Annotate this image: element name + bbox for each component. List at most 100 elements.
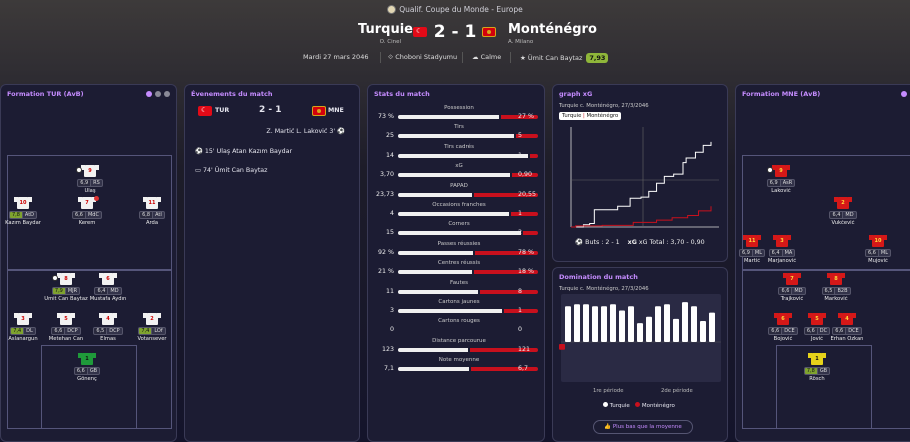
stat-home-bar xyxy=(398,192,473,197)
shirt-icon: 2 xyxy=(834,197,852,209)
stat-away-value: 27 % xyxy=(518,113,534,120)
stadium[interactable]: ⟐ Choboni Stadyumu xyxy=(388,53,458,61)
player-position: AtD xyxy=(22,211,38,219)
player-card[interactable]: 3 7,4 DL Aslanargun xyxy=(1,313,48,342)
domination-bar-home xyxy=(673,318,679,342)
player-card[interactable]: 2 7,4 LOf Votansever xyxy=(127,313,176,342)
ball-icon: ⚽ xyxy=(575,239,584,246)
event-item[interactable]: ▭ 74' Ümit Can Baytaz xyxy=(195,167,268,174)
player-card[interactable]: 9 6,9 RS Ulaş xyxy=(65,165,115,194)
star-icon: ★ xyxy=(520,54,528,62)
event-item[interactable]: ⚽ 15' Ulaş Atan Kazım Baydar xyxy=(195,148,293,155)
player-position: DCP xyxy=(107,327,123,335)
shirt-icon: 10 xyxy=(14,197,32,209)
player-position: MdC xyxy=(85,211,102,219)
match-header: Qualif. Coupe du Monde - Europe Turquie … xyxy=(0,0,910,80)
stat-label: Cartons jaunes xyxy=(438,299,480,305)
domination-bar-home xyxy=(592,306,598,342)
player-position: RS xyxy=(91,179,103,187)
player-card[interactable]: 1 7,8 GB Rösch xyxy=(792,353,842,382)
player-card[interactable]: 4 6,5 DCP Elmas xyxy=(83,313,133,342)
player-card[interactable]: 6 6,4 MD Mustafa Aydın xyxy=(83,273,133,302)
player-card[interactable]: 7 6,6 MD Trajković xyxy=(767,273,817,302)
domination-title: Domination du match xyxy=(559,273,638,281)
player-position: DL xyxy=(24,327,36,335)
shirt-icon: 4 xyxy=(838,313,856,325)
stat-label: Occasions franches xyxy=(432,202,486,208)
stat-away-bar xyxy=(469,347,538,352)
player-rating: 6,9 xyxy=(738,249,753,257)
player-card[interactable]: 5 6,6 DC Jović xyxy=(792,313,842,342)
player-card[interactable]: 7 6,6 MdC Kerem xyxy=(62,196,112,226)
home-coach[interactable]: O. Cinel xyxy=(379,39,401,45)
stat-away-value: 18 % xyxy=(518,268,534,276)
player-card[interactable]: 1 6,6 GB Gönenç xyxy=(62,353,112,382)
stat-away-bar xyxy=(522,231,538,236)
stat-row: Corners 15 2 xyxy=(368,221,544,241)
ball-icon xyxy=(52,275,58,281)
stat-home-value: 4 xyxy=(389,210,394,217)
competition-label[interactable]: Qualif. Coupe du Monde - Europe xyxy=(0,5,910,14)
domination-bar-home xyxy=(700,321,706,342)
stat-home-value: 0 xyxy=(389,326,394,334)
player-card[interactable]: 8 6,5 B2B Marković xyxy=(811,273,861,302)
player-position: DCE xyxy=(846,327,862,335)
stat-row: Possession 73 % 27 % xyxy=(368,105,544,125)
away-team-name[interactable]: Monténégro xyxy=(508,22,597,37)
events-home-code: TUR xyxy=(215,107,230,114)
stat-home-value: 123 xyxy=(381,345,394,353)
player-position: DCP xyxy=(65,327,81,335)
player-card[interactable]: 5 6,6 DCP Metehan Can xyxy=(41,313,91,342)
stat-label: Possession xyxy=(444,105,474,111)
stat-away-value: 78 % xyxy=(518,248,534,256)
stats-title: Stats du match xyxy=(374,90,430,98)
stat-away-value: 0 xyxy=(518,326,523,334)
player-position: MD xyxy=(843,211,857,219)
stat-home-bar xyxy=(398,309,502,313)
home-team-name[interactable]: Turquie xyxy=(358,22,413,37)
player-rating: 6,6 xyxy=(768,327,783,335)
player-name: Votansever xyxy=(137,336,167,342)
player-position: ML xyxy=(752,249,766,257)
shirt-icon: 6 xyxy=(99,273,117,285)
player-card[interactable]: 3 6,4 MA Marjanović xyxy=(757,235,807,264)
below-average-button[interactable]: 👍 Plus bas que la moyenne xyxy=(593,420,693,434)
stat-label: Cartons rouges xyxy=(438,318,480,325)
stat-label: Tirs cadrés xyxy=(444,143,474,150)
stat-label: Note moyenne xyxy=(438,357,480,364)
panel-pager[interactable] xyxy=(898,91,910,99)
event-item[interactable]: Z. Martić L. Laković 3' ⚽ xyxy=(266,128,345,135)
player-card[interactable]: 2 6,4 MD Vukčević xyxy=(818,197,868,226)
player-name: Vukčević xyxy=(831,220,855,226)
away-coach[interactable]: A. Milano xyxy=(508,39,534,45)
player-card[interactable]: 8 7,9 MJR Ümit Can Baytaz xyxy=(41,273,91,302)
player-card[interactable]: 11 6,9 ML Martić xyxy=(736,235,777,264)
player-name: Metehan Can xyxy=(48,336,84,342)
player-name: Jović xyxy=(810,336,824,342)
domination-bar-home xyxy=(664,304,670,342)
shirt-icon: 6 xyxy=(774,313,792,325)
player-card[interactable]: 11 6,8 AtI Arda xyxy=(127,197,176,226)
player-name: Arda xyxy=(145,220,159,226)
player-card[interactable]: 9 6,9 AsR Laković xyxy=(756,165,806,194)
stat-home-value: 15 xyxy=(385,229,394,237)
player-position: MD xyxy=(792,287,806,295)
player-position: AtI xyxy=(153,211,165,219)
player-card[interactable]: 4 6,6 DCE Erhan Özkan xyxy=(822,313,872,342)
player-name: Kerem xyxy=(78,220,96,226)
stat-label: Tirs xyxy=(454,124,464,131)
stat-away-value: 1 xyxy=(518,151,523,159)
panel-pager[interactable] xyxy=(143,91,170,99)
player-of-match[interactable]: ★ Ümit Can Baytaz 7,93 xyxy=(520,53,609,63)
weather: ☁ Calme xyxy=(472,53,502,61)
player-card[interactable]: 6 6,6 DCE Bojović xyxy=(758,313,808,342)
player-card[interactable]: 10 7,8 AtD Kazım Baydar xyxy=(1,197,48,226)
player-rating: 6,6 xyxy=(72,211,86,219)
first-half-label: 1re période xyxy=(593,388,624,394)
shirt-icon: 11 xyxy=(143,197,161,209)
player-position: AsR xyxy=(780,179,796,187)
stat-home-value: 73 % xyxy=(378,113,394,120)
stat-row: Cartons jaunes 3 1 xyxy=(368,299,544,319)
player-rating: 7,9 xyxy=(51,287,66,295)
player-card[interactable]: 10 6,6 ML Mujović xyxy=(853,235,903,264)
